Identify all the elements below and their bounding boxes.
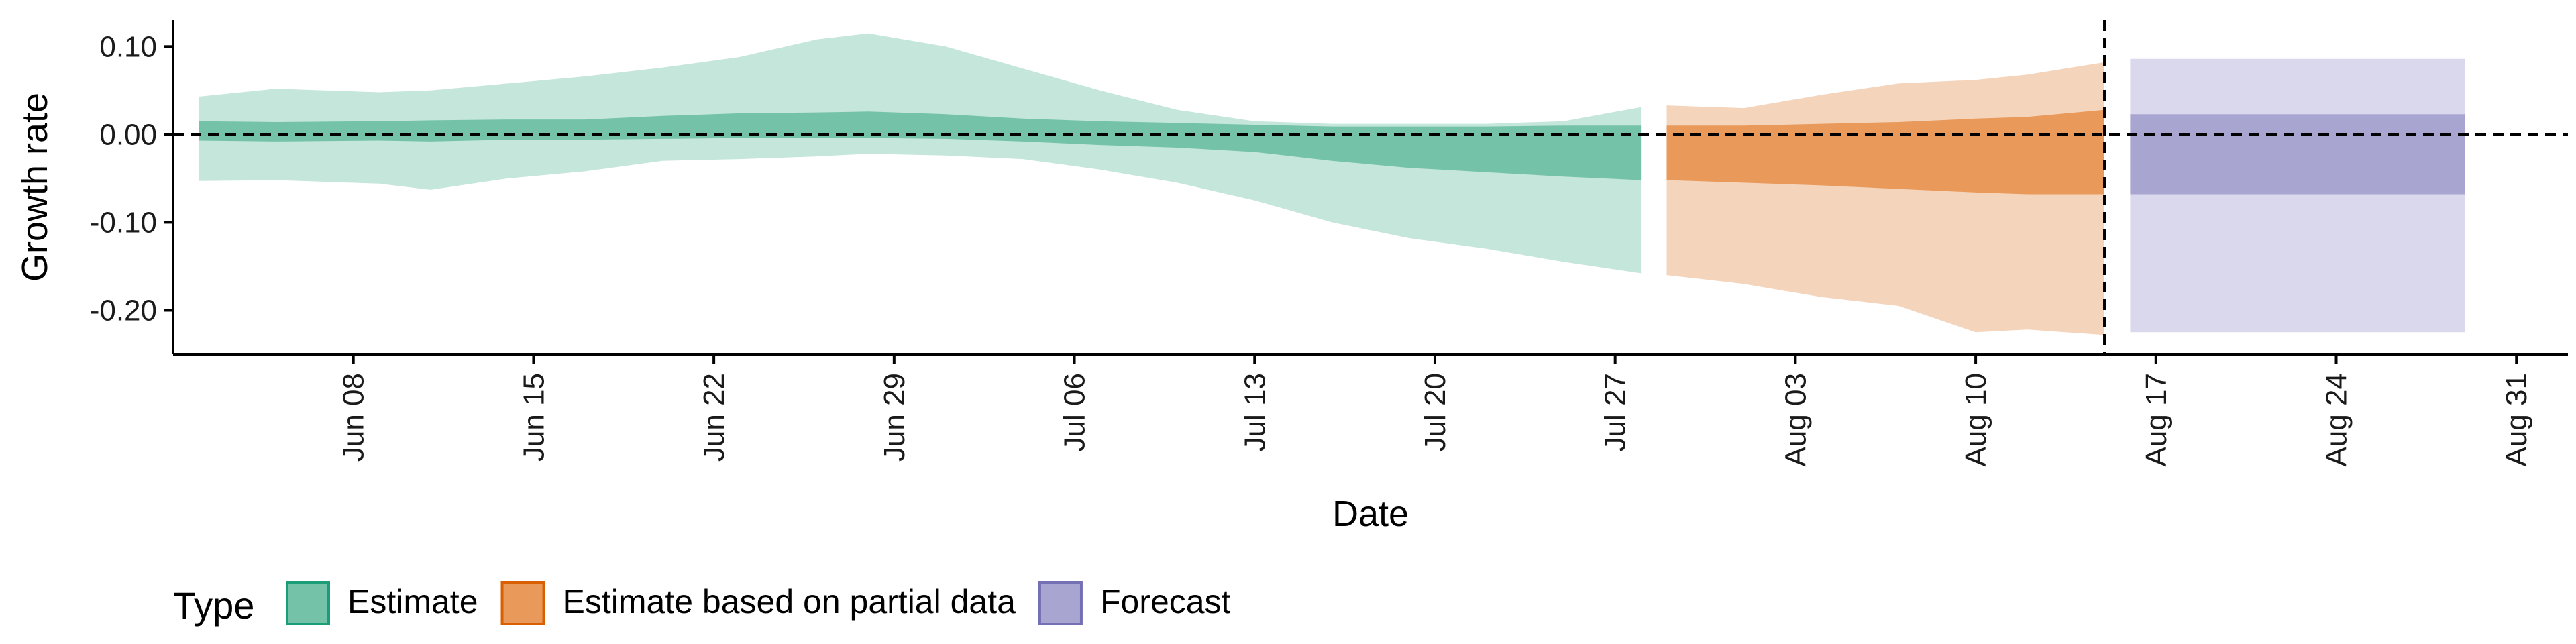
x-ticks: Jun 08 Jun 15 Jun 22 Jun 29 Jul 06 Jul 13 Jul … [337, 354, 2533, 466]
legend-swatch-forecast [1038, 581, 1083, 625]
reference-lines [173, 20, 2568, 354]
y-tick-label: 0.00 [99, 118, 157, 151]
forecast-band-50 [2130, 114, 2465, 195]
x-tick-label: Aug 31 [2500, 373, 2533, 466]
x-tick-label: Jul 06 [1059, 373, 1091, 451]
legend-swatch-estimate-based-on-partial-data [500, 581, 545, 625]
estimate-based-on-partial-data-band-50 [1666, 109, 2104, 195]
y-axis-title: Growth rate [15, 93, 55, 282]
legend: Type Estimate Estimate based on partial d… [173, 581, 1231, 627]
band-layer [199, 33, 2465, 335]
x-tick-label: Jun 22 [698, 373, 731, 462]
forecast-band-90 [2130, 58, 2465, 333]
x-tick-label: Jun 29 [878, 373, 911, 462]
legend-label-forecast: Forecast [1100, 583, 1231, 621]
legend-swatch-estimate [286, 581, 330, 625]
x-tick-label: Jun 15 [517, 373, 550, 462]
estimate-based-on-partial-data-band-90 [1666, 62, 2104, 335]
estimate-band-50 [199, 111, 1642, 180]
x-tick-label: Aug 17 [2140, 373, 2173, 466]
legend-label-estimate-based-on-partial-data: Estimate based on partial data [563, 583, 1016, 621]
y-tick-label: -0.10 [90, 206, 157, 239]
x-tick-label: Jul 27 [1599, 373, 1632, 451]
y-ticks: 0.10 0.00 -0.10 -0.20 [90, 30, 173, 327]
x-tick-label: Jun 08 [337, 373, 370, 462]
legend-label-estimate: Estimate [347, 583, 478, 621]
estimate-band-90 [199, 33, 1642, 274]
x-tick-label: Aug 10 [1960, 373, 1992, 466]
x-tick-label: Aug 24 [2320, 373, 2353, 466]
x-tick-label: Aug 03 [1779, 373, 1812, 466]
x-tick-label: Jul 20 [1419, 373, 1452, 451]
y-tick-label: 0.10 [99, 30, 157, 63]
axes [172, 20, 2568, 356]
legend-items: Estimate Estimate based on partial data Fo… [286, 581, 1231, 625]
legend-title: Type [173, 584, 254, 627]
x-axis-title: Date [1332, 494, 1409, 534]
y-tick-label: -0.20 [90, 294, 157, 327]
x-tick-label: Jul 13 [1238, 373, 1271, 451]
